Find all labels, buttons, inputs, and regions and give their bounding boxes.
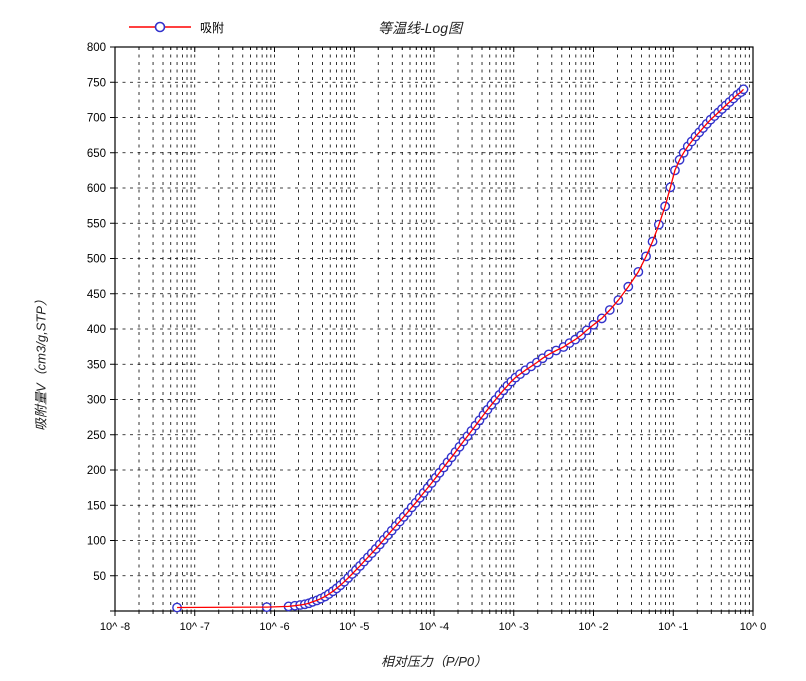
x-tick-label: 10^ -8 [100,621,130,633]
x-axis-title: 相对压力（P/P0） [380,654,488,669]
x-tick-label: 10^ -1 [658,621,688,633]
y-tick-label: 400 [87,324,106,336]
y-tick-label: 600 [87,183,106,195]
chart-title: 等温线-Log图 [377,20,463,36]
x-tick-label: 10^ -6 [259,621,289,633]
y-tick-label: 450 [87,289,106,301]
y-tick-label: 500 [87,254,106,266]
y-tick-label: 150 [87,500,106,512]
legend-label: 吸附 [200,20,225,35]
y-tick-label: 800 [87,42,106,54]
legend-line-marker-icon [129,21,191,33]
y-tick-label: 650 [87,148,106,160]
y-tick-label: 700 [87,113,106,125]
y-axis-title: 吸附量V（cm3/g,STP） [33,293,49,431]
x-tick-label: 10^ -3 [499,621,529,633]
y-tick-label: 50 [93,571,106,583]
y-tick-label: 350 [87,359,106,371]
x-tick-label: 10^ 0 [740,621,767,633]
x-tick-label: 10^ -7 [180,621,210,633]
x-tick-label: 10^ -5 [339,621,369,633]
x-tick-label: 10^ -2 [578,621,608,633]
y-tick-label: 750 [87,77,106,89]
y-tick-label: 200 [87,465,106,477]
y-tick-label: 300 [87,395,106,407]
x-tick-label: 10^ -4 [419,621,449,633]
legend: 吸附 [128,19,224,35]
y-tick-label: 550 [87,218,106,230]
series-line [177,88,744,609]
plot-frame [114,46,754,612]
y-tick-label: 100 [87,536,106,548]
y-tick-label: 250 [87,430,106,442]
